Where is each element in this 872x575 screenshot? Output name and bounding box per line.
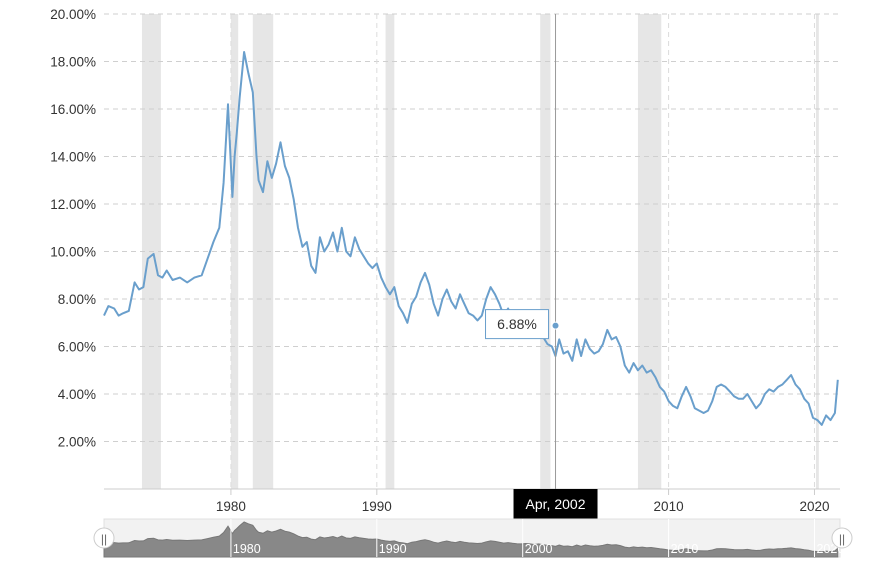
hover-point[interactable] [551,321,560,330]
navigator-tick-label: 2010 [671,542,699,556]
y-tick-label: 18.00% [50,55,96,70]
navigator-right-handle[interactable] [831,527,853,549]
recession-band-3 [385,14,395,489]
tooltip-date: Apr, 2002 [526,496,586,512]
y-tick-label: 12.00% [50,197,96,212]
y-tick-label: 6.00% [58,340,96,355]
range-navigator[interactable]: 1980 1990 2000 2010 2020|| || [93,518,853,558]
x-tick-label: 2020 [799,499,829,514]
y-tick-label: 16.00% [50,102,96,117]
navigator-tick-label: 1990 [379,542,407,556]
x-tick-label: 1980 [216,499,246,514]
value-tooltip [485,309,550,340]
navigator-left-handle[interactable] [93,527,115,549]
recession-band-2 [252,14,274,489]
y-tick-label: 20.00% [50,7,96,22]
navigator-tick-label: 1980 [233,542,261,556]
x-tick-label: 2010 [654,499,684,514]
y-axis: 2.00% 4.00% 6.00% 8.00% 10.00% 12.00% 14.00% 16… [50,7,96,450]
x-highlight-label [513,489,598,519]
series-group [103,51,839,426]
y-tick-label: 8.00% [58,292,96,307]
grid-lines [104,13,840,489]
navigator-series-area [103,521,839,558]
navigator-tick-label: 2000 [525,542,553,556]
crosshair-group: 6.88% Apr, 2002 [485,14,598,519]
y-tick-label: 2.00% [58,435,96,450]
navigator-left-handle-grip: || [101,532,107,546]
x-tick-label: 1990 [362,499,392,514]
tooltip-value: 6.88% [497,316,537,332]
y-tick-label: 14.00% [50,150,96,165]
series-line-0[interactable] [103,51,839,426]
recession-band-5 [637,14,662,489]
y-tick-label: 4.00% [58,387,96,402]
y-tick-label: 10.00% [50,245,96,260]
x-axis: 1980 1990 2010 2020 [104,488,840,514]
navigator-right-handle-grip: || [839,532,845,546]
